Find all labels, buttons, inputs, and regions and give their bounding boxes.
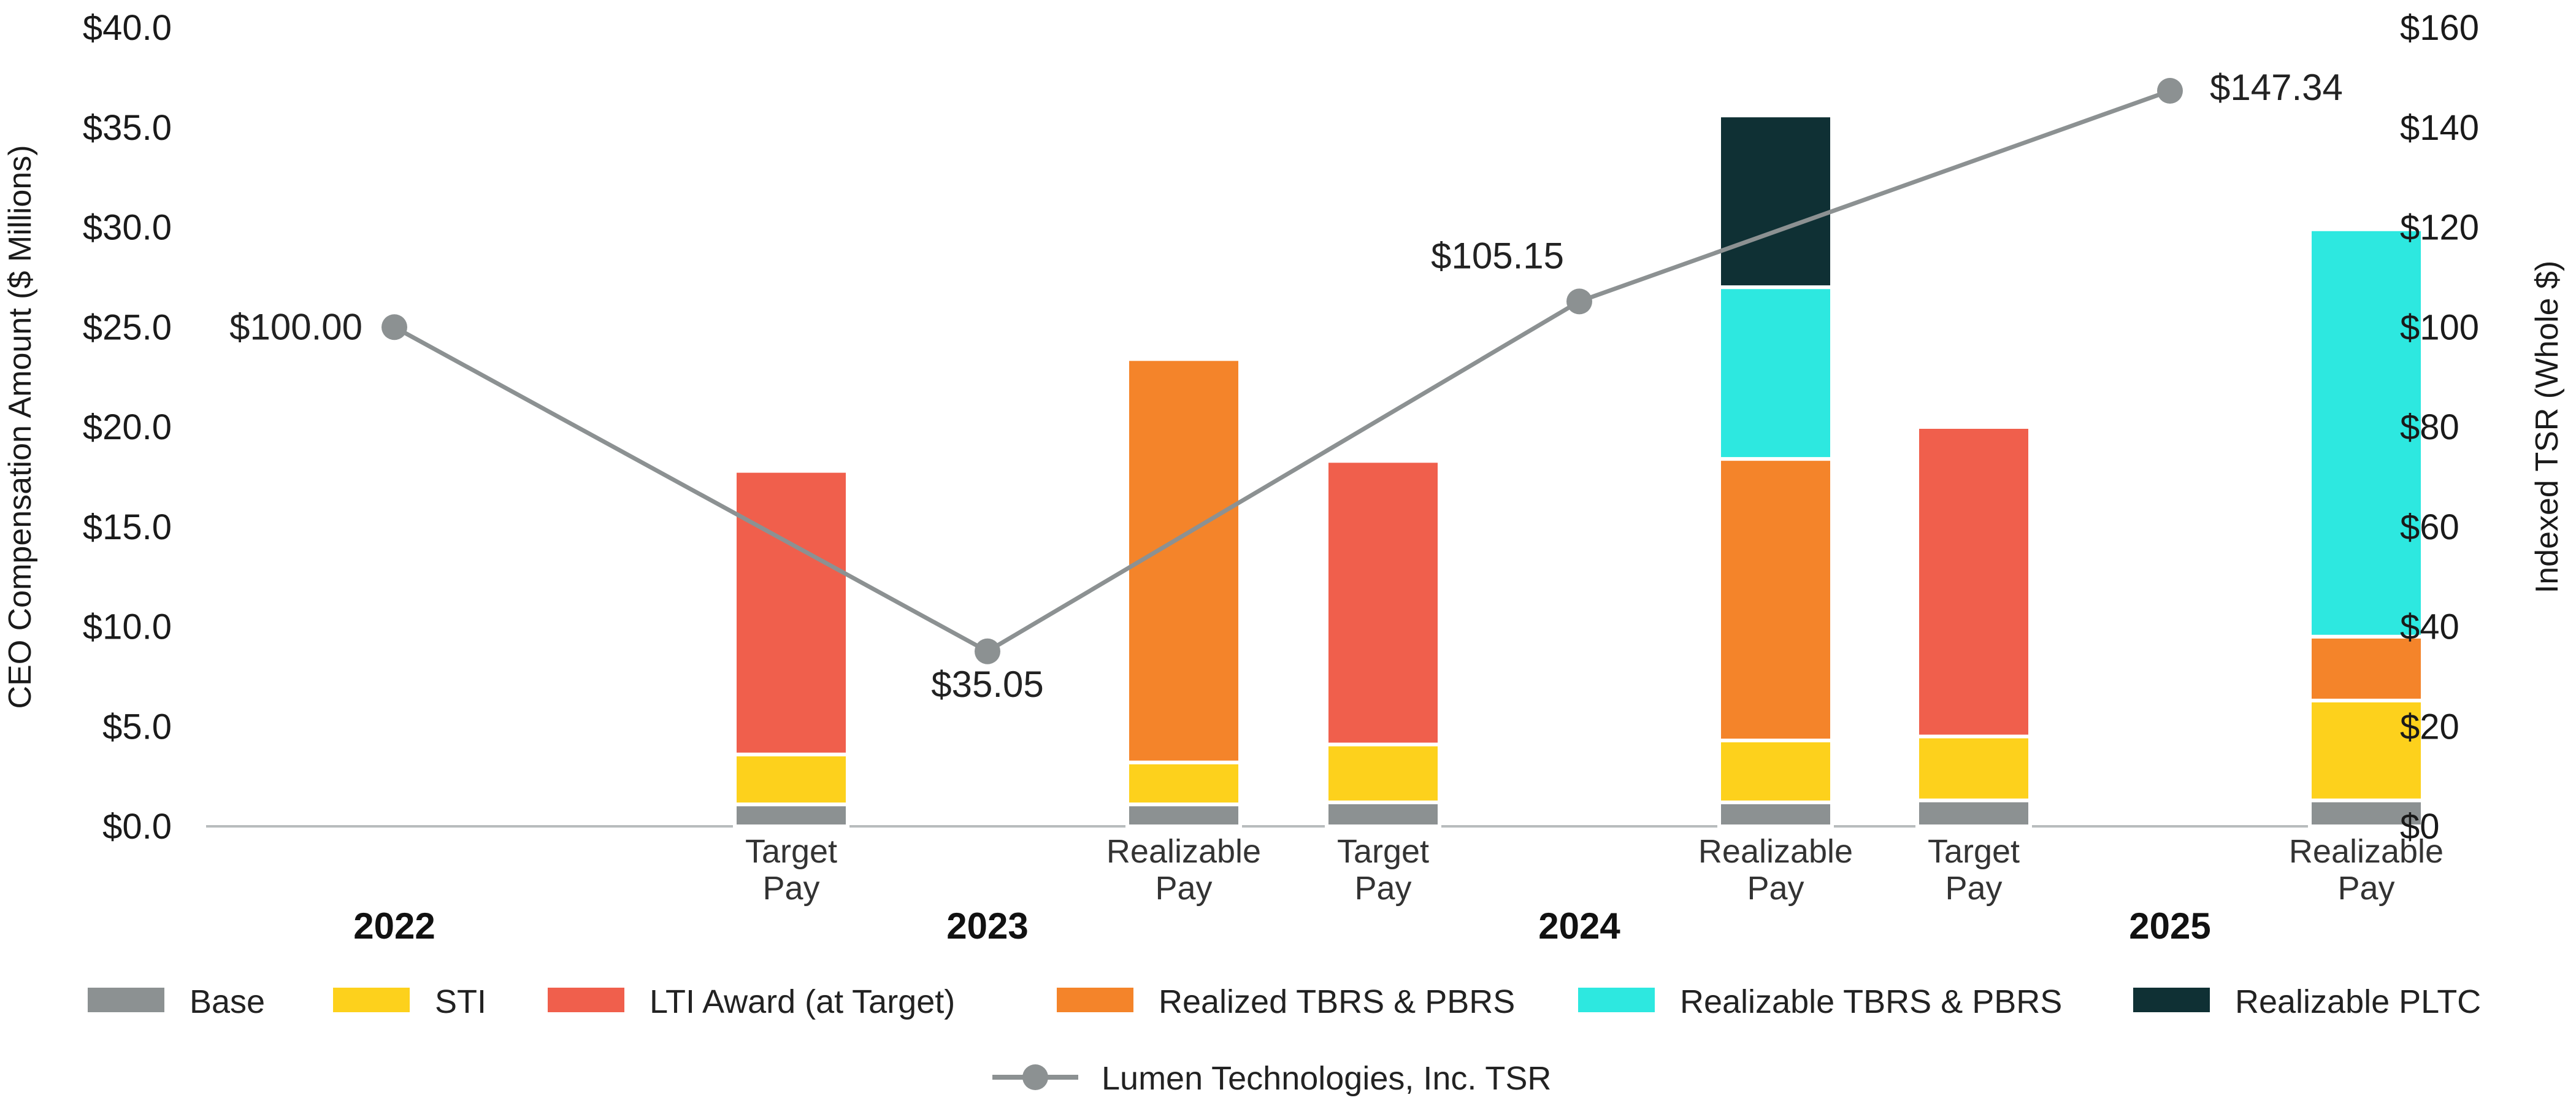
- legend-label-tsr: Lumen Technologies, Inc. TSR: [1102, 1060, 1551, 1097]
- bar-segment-realized-2025-realizable: [2308, 634, 2425, 702]
- bar-segment-realized-2024-realizable: [1717, 457, 1834, 743]
- tsr-data-label-2025: $147.34: [2210, 67, 2343, 108]
- bar-category-label: Target: [1928, 833, 2020, 870]
- left-axis-tick-label: $0.0: [102, 807, 172, 847]
- year-label-2025: 2025: [2129, 905, 2210, 947]
- right-axis-tick-label: $80: [2400, 407, 2459, 447]
- bar-segment-sti-2024-target: [1325, 742, 1441, 804]
- legend-swatch-pltc: [2133, 988, 2210, 1012]
- bar-segment-sti-2023-target: [733, 752, 849, 807]
- year-label-2023: 2023: [946, 905, 1028, 947]
- bar-category-label: Pay: [1747, 870, 1804, 907]
- tsr-point-2023: [975, 638, 1000, 664]
- tsr-point-2025: [2157, 78, 2183, 104]
- right-axis-tick-label: $160: [2400, 8, 2479, 48]
- legend-label-lti: LTI Award (at Target): [650, 983, 955, 1020]
- bar-segment-lti-2025-target: [1915, 425, 2032, 739]
- tsr-data-label-2022: $100.00: [229, 306, 362, 347]
- left-axis-tick-label: $10.0: [83, 607, 172, 647]
- legend-swatch-base: [88, 988, 164, 1012]
- legend-label-realizable: Realizable TBRS & PBRS: [1680, 983, 2062, 1020]
- bar-category-label: Realizable: [1106, 833, 1261, 870]
- bar-segment-sti-2023-realizable: [1125, 760, 1242, 807]
- bar-segment-base-2025-target: [1915, 798, 2032, 829]
- legend-swatch-realized: [1057, 988, 1133, 1012]
- bar-category-label: Realizable: [2289, 833, 2444, 870]
- bar-segment-base-2023-realizable: [1125, 802, 1242, 828]
- bar-segment-base-2024-target: [1325, 800, 1441, 828]
- legend-swatch-realizable: [1578, 988, 1655, 1012]
- year-label-2024: 2024: [1538, 905, 1620, 947]
- left-axis-tick-label: $20.0: [83, 407, 172, 447]
- bar-segment-lti-2023-target: [733, 469, 849, 756]
- bar-category-label: Realizable: [1698, 833, 1853, 870]
- legend-label-pltc: Realizable PLTC: [2235, 983, 2481, 1020]
- left-axis-tick-label: $30.0: [83, 208, 172, 248]
- legend-label-sti: STI: [435, 983, 486, 1020]
- bar-segment-base-2023-target: [733, 802, 849, 828]
- legend-swatch-lti: [548, 988, 624, 1012]
- legend-label-base: Base: [190, 983, 265, 1020]
- tsr-line: [393, 88, 2171, 654]
- right-axis-title: Indexed TSR (Whole $): [2529, 261, 2565, 593]
- bar-segment-base-2024-realizable: [1717, 800, 1834, 828]
- tsr-data-label-2023: $35.05: [931, 664, 1044, 705]
- bar-segment-base-2025-realizable: [2308, 798, 2425, 829]
- bar-segment-pltc-2024-realizable: [1717, 113, 1834, 290]
- right-axis-tick-label: $40: [2400, 607, 2459, 647]
- left-axis-tick-label: $25.0: [83, 307, 172, 347]
- bar-category-label: Target: [1337, 833, 1429, 870]
- bar-category-label: Pay: [762, 870, 819, 907]
- legend-label-realized: Realized TBRS & PBRS: [1159, 983, 1515, 1020]
- left-axis-tick-label: $35.0: [83, 108, 172, 148]
- tsr-data-label-2024: $105.15: [1431, 235, 1564, 276]
- left-axis-tick-label: $40.0: [83, 8, 172, 48]
- left-axis-tick-label: $5.0: [102, 707, 172, 747]
- right-axis-tick-label: $120: [2400, 208, 2479, 248]
- bar-segment-realized-2023-realizable: [1125, 357, 1242, 764]
- bar-category-label: Pay: [1155, 870, 1212, 907]
- legend-swatch-tsr-point: [1022, 1064, 1048, 1090]
- right-axis-tick-label: $0: [2400, 807, 2440, 847]
- bar-segment-sti-2025-target: [1915, 734, 2032, 802]
- bar-segment-sti-2024-realizable: [1717, 739, 1834, 804]
- bar-segment-realizable-2024-realizable: [1717, 285, 1834, 461]
- bar-category-label: Target: [745, 833, 837, 870]
- bar-segment-lti-2024-target: [1325, 459, 1441, 747]
- right-axis-tick-label: $100: [2400, 307, 2479, 347]
- right-axis-tick-label: $20: [2400, 707, 2459, 747]
- legend-swatch-sti: [333, 988, 410, 1012]
- right-axis-tick-label: $60: [2400, 507, 2459, 547]
- right-axis-tick-label: $140: [2400, 108, 2479, 148]
- tsr-point-2022: [381, 314, 407, 340]
- year-label-2022: 2022: [353, 905, 435, 947]
- left-axis-tick-label: $15.0: [83, 507, 172, 547]
- bar-category-label: Pay: [1354, 870, 1411, 907]
- bar-category-label: Pay: [2337, 870, 2394, 907]
- left-axis-title: CEO Compensation Amount ($ Millions): [2, 145, 38, 709]
- bar-category-label: Pay: [1945, 870, 2002, 907]
- bar-segment-realizable-2025-realizable: [2308, 227, 2425, 639]
- tsr-point-2024: [1566, 288, 1592, 315]
